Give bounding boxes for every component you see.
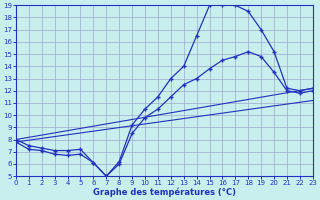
- X-axis label: Graphe des températures (°C): Graphe des températures (°C): [93, 188, 236, 197]
